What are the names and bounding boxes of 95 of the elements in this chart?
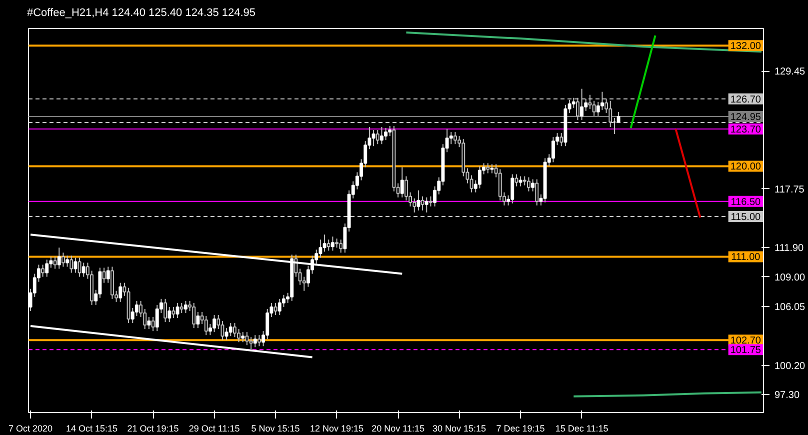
candlestick — [176, 302, 180, 319]
candlestick — [172, 306, 176, 319]
x-tick-label: 12 Nov 19:15 — [310, 424, 364, 434]
ref-line-label: 102.70 — [730, 336, 762, 347]
candlestick — [282, 294, 286, 308]
candlestick — [376, 130, 380, 145]
candlestick — [326, 239, 330, 252]
candlestick — [74, 257, 78, 274]
candlestick — [424, 196, 428, 213]
candlestick — [245, 332, 249, 346]
candlestick — [302, 276, 306, 292]
candlestick — [232, 322, 236, 338]
candlestick — [241, 332, 245, 343]
x-tick-label: 14 Oct 15:15 — [66, 424, 118, 434]
x-tick-label: 29 Oct 11:15 — [188, 424, 240, 434]
candlestick — [490, 164, 494, 174]
candlestick — [82, 262, 86, 278]
candlestick — [57, 247, 61, 270]
candlestick — [453, 132, 457, 145]
candlestick — [134, 300, 138, 316]
candlestick — [228, 322, 232, 337]
y-tick-label: 97.30 — [774, 390, 800, 401]
y-tick-label: 106.05 — [774, 302, 806, 313]
candlestick — [404, 176, 408, 201]
candlestick — [184, 300, 188, 314]
x-tick-label: 7 Dec 19:15 — [496, 424, 545, 434]
candlestick — [204, 315, 208, 336]
x-tick-label: 21 Oct 19:15 — [127, 424, 179, 434]
candlestick — [164, 298, 168, 323]
ref-line-label: 124.95 — [730, 112, 762, 123]
candlestick — [118, 282, 122, 302]
candlestick — [526, 176, 530, 192]
candlestick — [102, 267, 106, 284]
candlestick — [510, 174, 514, 204]
candlestick — [400, 166, 404, 198]
candlestick — [560, 132, 564, 147]
y-tick-label: 109.00 — [774, 272, 806, 284]
candlestick — [535, 178, 539, 206]
candlestick — [335, 238, 339, 248]
candlestick — [212, 314, 216, 333]
candlestick — [592, 100, 596, 116]
y-tick-label: 100.20 — [774, 360, 806, 372]
candlestick — [66, 255, 70, 268]
candlestick — [330, 236, 334, 252]
candlestick — [416, 190, 420, 211]
candlestick — [53, 256, 57, 270]
candlestick — [449, 132, 453, 145]
candlestick — [380, 126, 384, 145]
candlestick — [61, 252, 65, 268]
candlestick — [151, 316, 155, 332]
candlestick — [70, 255, 74, 274]
y-tick-label: 117.75 — [774, 184, 805, 196]
candlestick — [278, 298, 282, 316]
ref-line-label: 115.00 — [730, 212, 762, 223]
x-tick-label: 20 Nov 11:15 — [372, 424, 424, 434]
x-tick-label: 5 Nov 15:15 — [251, 424, 300, 434]
candlestick — [237, 328, 241, 343]
candlestick — [147, 316, 151, 330]
ref-line-label: 111.00 — [731, 252, 761, 264]
ref-line-label: 123.70 — [730, 124, 762, 136]
candlestick — [420, 196, 424, 211]
candlestick — [428, 196, 432, 207]
candlestick — [168, 306, 172, 323]
candlestick — [192, 302, 196, 329]
candlestick — [518, 176, 522, 187]
candlestick — [322, 234, 326, 252]
candlestick — [274, 302, 278, 316]
candlestick — [41, 264, 45, 278]
x-tick-label: 7 Oct 2020 — [8, 424, 53, 434]
candlestick — [478, 166, 482, 189]
candlestick — [294, 254, 298, 278]
candlestick — [78, 257, 82, 278]
ref-line-label: 116.50 — [730, 196, 762, 208]
x-tick-label: 30 Nov 15:15 — [432, 424, 486, 434]
candlestick — [339, 239, 343, 254]
y-tick-label: 129.45 — [774, 66, 806, 78]
candlestick — [372, 130, 376, 147]
candlestick — [551, 136, 555, 163]
ref-line-label: 126.70 — [730, 94, 762, 106]
y-tick-label: 111.90 — [774, 243, 804, 254]
candlestick — [249, 336, 253, 350]
candlestick — [45, 259, 49, 278]
candlestick — [486, 162, 490, 174]
candlestick — [470, 174, 474, 193]
line-series — [405, 32, 762, 53]
ref-line-label: 120.00 — [730, 162, 762, 173]
candlestick — [384, 128, 388, 141]
chart-title: #Coffee_H21,H4 124.40 125.40 124.35 124.95 — [27, 6, 256, 21]
candlestick — [180, 302, 184, 314]
candlestick — [514, 174, 518, 187]
x-tick-label: 15 Dec 11:15 — [555, 424, 608, 434]
candlestick — [257, 334, 261, 347]
ref-line-label: 132.00 — [730, 41, 762, 52]
candlestick — [253, 334, 257, 348]
ref-line-label: 101.75 — [730, 345, 762, 356]
